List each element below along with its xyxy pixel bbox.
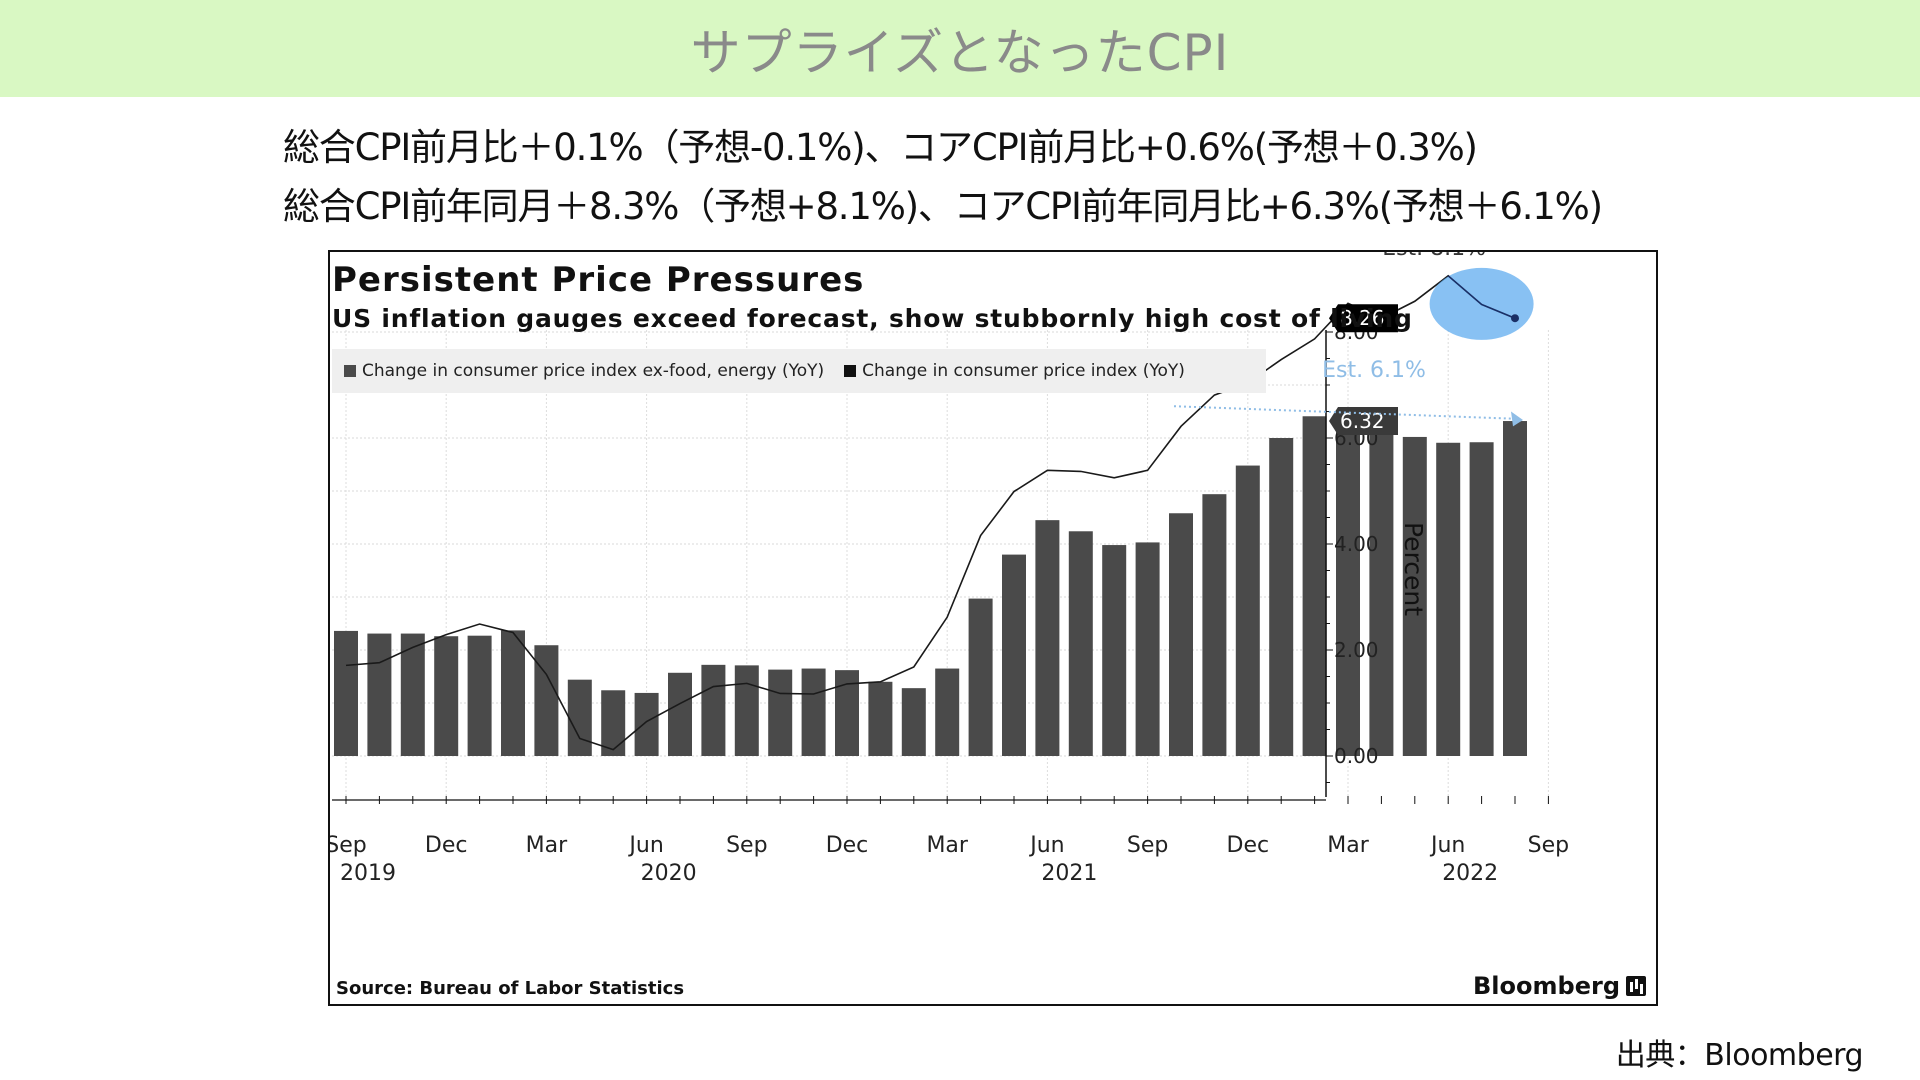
x-tick-label: Sep: [1528, 833, 1569, 858]
x-tick-label: Jun: [1429, 833, 1465, 858]
bar-core-cpi: [768, 669, 793, 756]
summary-line-2: 総合CPI前年同月＋8.3%（予想+8.1%)、コアCPI前年同月比+6.3%(…: [283, 185, 1603, 228]
annotation-est-headline: Est. 8.1%: [1382, 252, 1486, 261]
chart-source: Source: Bureau of Labor Statistics: [336, 978, 685, 999]
value-badge-label: 6.32: [1340, 409, 1385, 433]
x-tick-label: Mar: [1327, 833, 1369, 858]
legend-swatch-core: [344, 365, 356, 377]
chart-legend: Change in consumer price index ex-food, …: [332, 349, 1266, 393]
bar-core-cpi: [367, 633, 392, 756]
x-tick-year-label: 2022: [1442, 861, 1498, 886]
summary-line-1: 総合CPI前月比＋0.1%（予想-0.1%)、コアCPI前月比+0.6%(予想＋…: [283, 126, 1478, 169]
x-tick-label: Sep: [726, 833, 767, 858]
value-badge: [1329, 304, 1398, 333]
bar-core-cpi: [467, 635, 492, 756]
brand-label: Bloomberg: [1473, 972, 1620, 1000]
bar-core-cpi: [668, 672, 692, 756]
summary-text: 総合CPI前月比＋0.1%（予想-0.1%)、コアCPI前月比+0.6%(予想＋…: [283, 118, 1603, 236]
chart-title: Persistent Price Pressures: [332, 260, 865, 300]
bar-core-cpi: [1336, 413, 1360, 756]
x-tick-year-label: 2021: [1041, 861, 1097, 886]
x-tick-label: Dec: [826, 833, 869, 858]
annotation-arrowhead-core: [1511, 411, 1523, 427]
y-tick-label: 2.00: [1334, 638, 1379, 662]
legend-item-core: Change in consumer price index ex-food, …: [344, 361, 824, 381]
bloomberg-logo: Bloomberg: [1473, 972, 1646, 1000]
bar-core-cpi: [501, 630, 525, 756]
x-tick-label: Sep: [1127, 833, 1168, 858]
bar-core-cpi: [1369, 429, 1394, 756]
x-tick-label: Sep: [330, 833, 367, 858]
bar-core-cpi: [567, 679, 592, 756]
chart-subtitle: US inflation gauges exceed forecast, sho…: [332, 304, 1413, 333]
chart-panel: 0.002.004.006.008.00PercentSep2019DecMar…: [328, 250, 1658, 1006]
bar-core-cpi: [1436, 442, 1461, 756]
bar-core-cpi: [634, 692, 659, 756]
bar-core-cpi: [400, 633, 425, 756]
annotation-est-core: Est. 6.1%: [1322, 358, 1426, 383]
slide-title: サプライズとなったCPI: [690, 23, 1230, 82]
x-tick-label: Dec: [425, 833, 468, 858]
bar-core-cpi: [534, 645, 559, 756]
x-tick-label: Jun: [627, 833, 663, 858]
bar-core-cpi: [1068, 531, 1093, 756]
bar-core-cpi: [968, 598, 993, 756]
bar-core-cpi: [1102, 545, 1127, 756]
bar-core-cpi: [1469, 442, 1494, 756]
legend-item-headline: Change in consumer price index (YoY): [844, 361, 1185, 381]
x-tick-label: Mar: [926, 833, 968, 858]
y-tick-label: 4.00: [1334, 532, 1379, 556]
legend-swatch-headline: [844, 365, 857, 377]
bar-core-cpi: [334, 630, 358, 756]
bar-core-cpi: [1169, 513, 1193, 756]
line-headline-cpi: [345, 274, 1516, 751]
chart-plot-area: 0.002.004.006.008.00PercentSep2019DecMar…: [330, 252, 1569, 886]
x-tick-year-label: 2019: [340, 861, 396, 886]
bar-core-cpi: [801, 668, 826, 756]
source-credit: 出典：Bloomberg: [1615, 1038, 1864, 1073]
bar-core-cpi: [1302, 416, 1327, 756]
bar-core-cpi: [935, 668, 960, 756]
bar-core-cpi: [1402, 436, 1427, 756]
bar-core-cpi: [734, 665, 759, 756]
x-tick-label: Mar: [526, 833, 568, 858]
bar-core-cpi: [601, 690, 626, 756]
bar-core-cpi: [434, 636, 459, 756]
x-tick-label: Dec: [1227, 833, 1270, 858]
legend-label-headline: Change in consumer price index (YoY): [862, 361, 1185, 381]
bloomberg-terminal-icon: [1626, 976, 1646, 996]
y-axis-title: Percent: [1399, 522, 1428, 616]
x-tick-label: Jun: [1028, 833, 1064, 858]
bar-core-cpi: [1135, 542, 1160, 756]
bar-core-cpi: [901, 688, 926, 756]
bar-core-cpi: [1235, 465, 1260, 756]
bar-core-cpi: [701, 664, 726, 756]
line-headline-cpi-tail: [1447, 275, 1516, 319]
value-badge-label: 8.26: [1340, 306, 1385, 330]
bar-core-cpi: [1269, 438, 1294, 756]
bar-core-cpi: [1503, 421, 1527, 756]
x-tick-year-label: 2020: [641, 861, 697, 886]
bar-core-cpi: [1202, 494, 1227, 756]
bar-core-cpi: [868, 681, 893, 756]
legend-label-core: Change in consumer price index ex-food, …: [362, 361, 825, 381]
y-tick-label: 0.00: [1334, 744, 1379, 768]
bar-core-cpi: [1035, 520, 1060, 756]
bar-core-cpi: [1002, 554, 1026, 756]
title-banner: サプライズとなったCPI: [0, 0, 1920, 97]
